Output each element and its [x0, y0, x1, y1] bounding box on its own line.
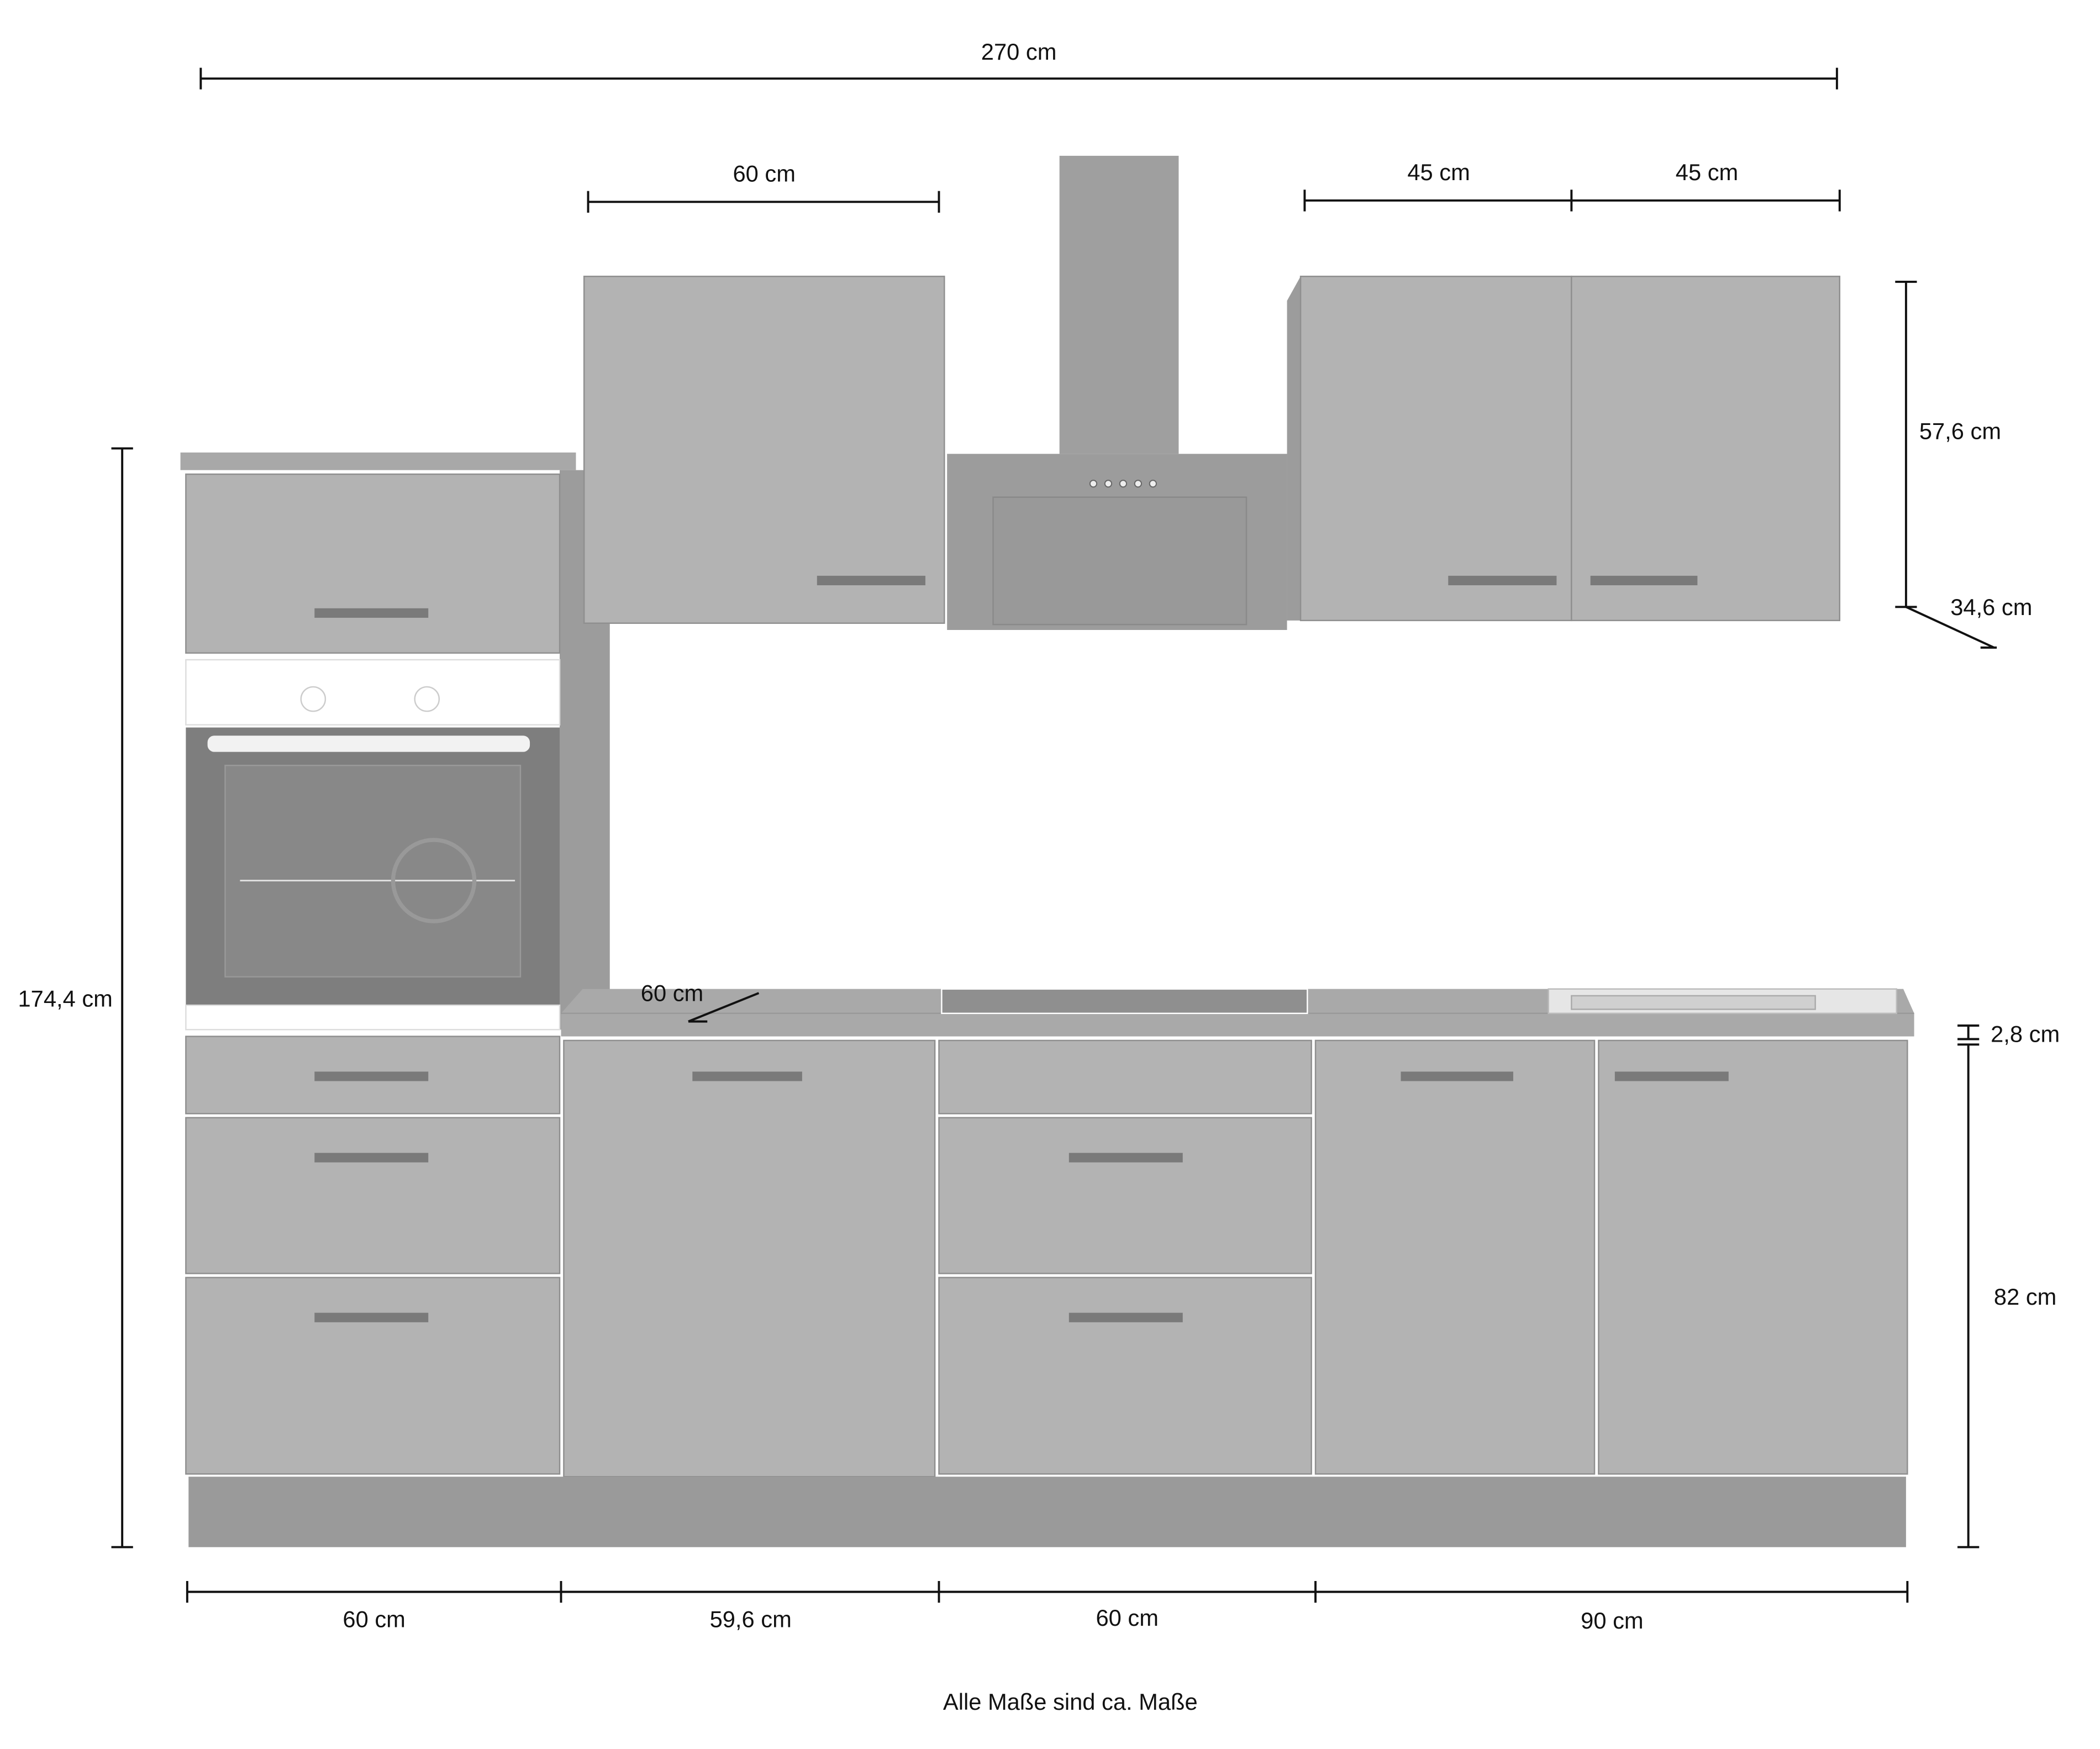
base-door: [1598, 1039, 1908, 1475]
dimension-worktop-thickness: 2,8 cm: [1957, 1021, 2060, 1047]
label-upper-right-width-2: 45 cm: [1676, 159, 1738, 185]
oven-knob: [414, 686, 440, 712]
hood-buttons: [1089, 480, 1157, 488]
upper-cabinet-right: [1287, 275, 1841, 622]
label-bottom-width: 90 cm: [1581, 1608, 1643, 1634]
hood-glass: [992, 496, 1248, 626]
dishwasher-door: [563, 1039, 936, 1478]
handle: [1614, 1072, 1729, 1081]
handle: [1069, 1312, 1183, 1322]
dimension-total-width: 270 cm: [199, 39, 1838, 90]
upper-cabinet-door: [1299, 275, 1572, 622]
drawer: [938, 1039, 1312, 1115]
handle: [314, 1312, 429, 1322]
label-upper-depth: 34,6 cm: [1950, 594, 2032, 620]
worktop: [561, 988, 1914, 1037]
label-bottom-width: 60 cm: [343, 1606, 405, 1632]
handle: [817, 575, 925, 586]
drawer: [185, 1277, 561, 1475]
label-upper-right-width-1: 45 cm: [1407, 159, 1470, 185]
label-total-width: 270 cm: [981, 39, 1057, 65]
oven-control-panel: [185, 659, 561, 726]
tall-oven-cabinet: [180, 452, 610, 1475]
handle: [1401, 1072, 1513, 1081]
label-worktop-depth: 60 cm: [641, 980, 703, 1006]
handle: [1069, 1153, 1183, 1163]
plinth: [188, 1477, 1906, 1547]
oven-bottom-trim: [185, 1004, 561, 1031]
oven-handle: [207, 736, 530, 752]
tall-cabinet-flap: [185, 473, 561, 654]
handle: [1448, 575, 1557, 586]
dimension-upper-right: 45 cm 45 cm: [1303, 159, 1841, 212]
handle: [314, 1072, 429, 1081]
handle: [1590, 575, 1698, 586]
label-total-height: 174,4 cm: [18, 986, 113, 1012]
dimension-upper-height: 57,6 cm 34,6 cm: [1895, 280, 2032, 649]
handle: [314, 608, 429, 618]
label-worktop-thickness: 2,8 cm: [1991, 1021, 2060, 1047]
footer-note: Alle Maße sind ca. Maße: [943, 1689, 1198, 1715]
upper-cabinet-door: [583, 275, 945, 624]
hob: [941, 988, 1308, 1015]
upper-cabinet-left: [583, 275, 945, 624]
dimension-worktop-depth: 60 cm: [641, 980, 760, 1023]
handle: [314, 1153, 429, 1163]
tall-cabinet-top: [180, 452, 576, 470]
dimension-base-height: 82 cm: [1957, 1043, 2056, 1548]
label-bottom-width: 60 cm: [1096, 1605, 1159, 1631]
extractor-hood: [947, 155, 1287, 630]
oven-window: [224, 764, 522, 978]
base-cabinets: [188, 1039, 1908, 1547]
label-base-height: 82 cm: [1994, 1284, 2056, 1310]
sink-basin: [1571, 995, 1816, 1010]
base-door: [1314, 1039, 1596, 1475]
label-upper-left-width: 60 cm: [733, 161, 795, 187]
oven-knob: [300, 686, 327, 712]
dimension-total-height: 174,4 cm: [18, 447, 133, 1548]
label-upper-height: 57,6 cm: [1919, 418, 2001, 444]
dimension-bottom-widths: 60 cm 59,6 cm 60 cm 90 cm: [186, 1581, 1909, 1634]
oven-fan: [391, 838, 477, 923]
dimension-upper-left: 60 cm: [587, 161, 940, 213]
hood-chimney: [1059, 155, 1179, 454]
drawer: [938, 1117, 1312, 1274]
drawer: [185, 1117, 561, 1274]
oven: [185, 659, 561, 1031]
drawer: [938, 1277, 1312, 1475]
label-bottom-width: 59,6 cm: [710, 1606, 792, 1632]
upper-cabinet-door: [1571, 275, 1841, 622]
upper-cabinet-side: [1287, 276, 1301, 621]
handle: [692, 1072, 802, 1081]
